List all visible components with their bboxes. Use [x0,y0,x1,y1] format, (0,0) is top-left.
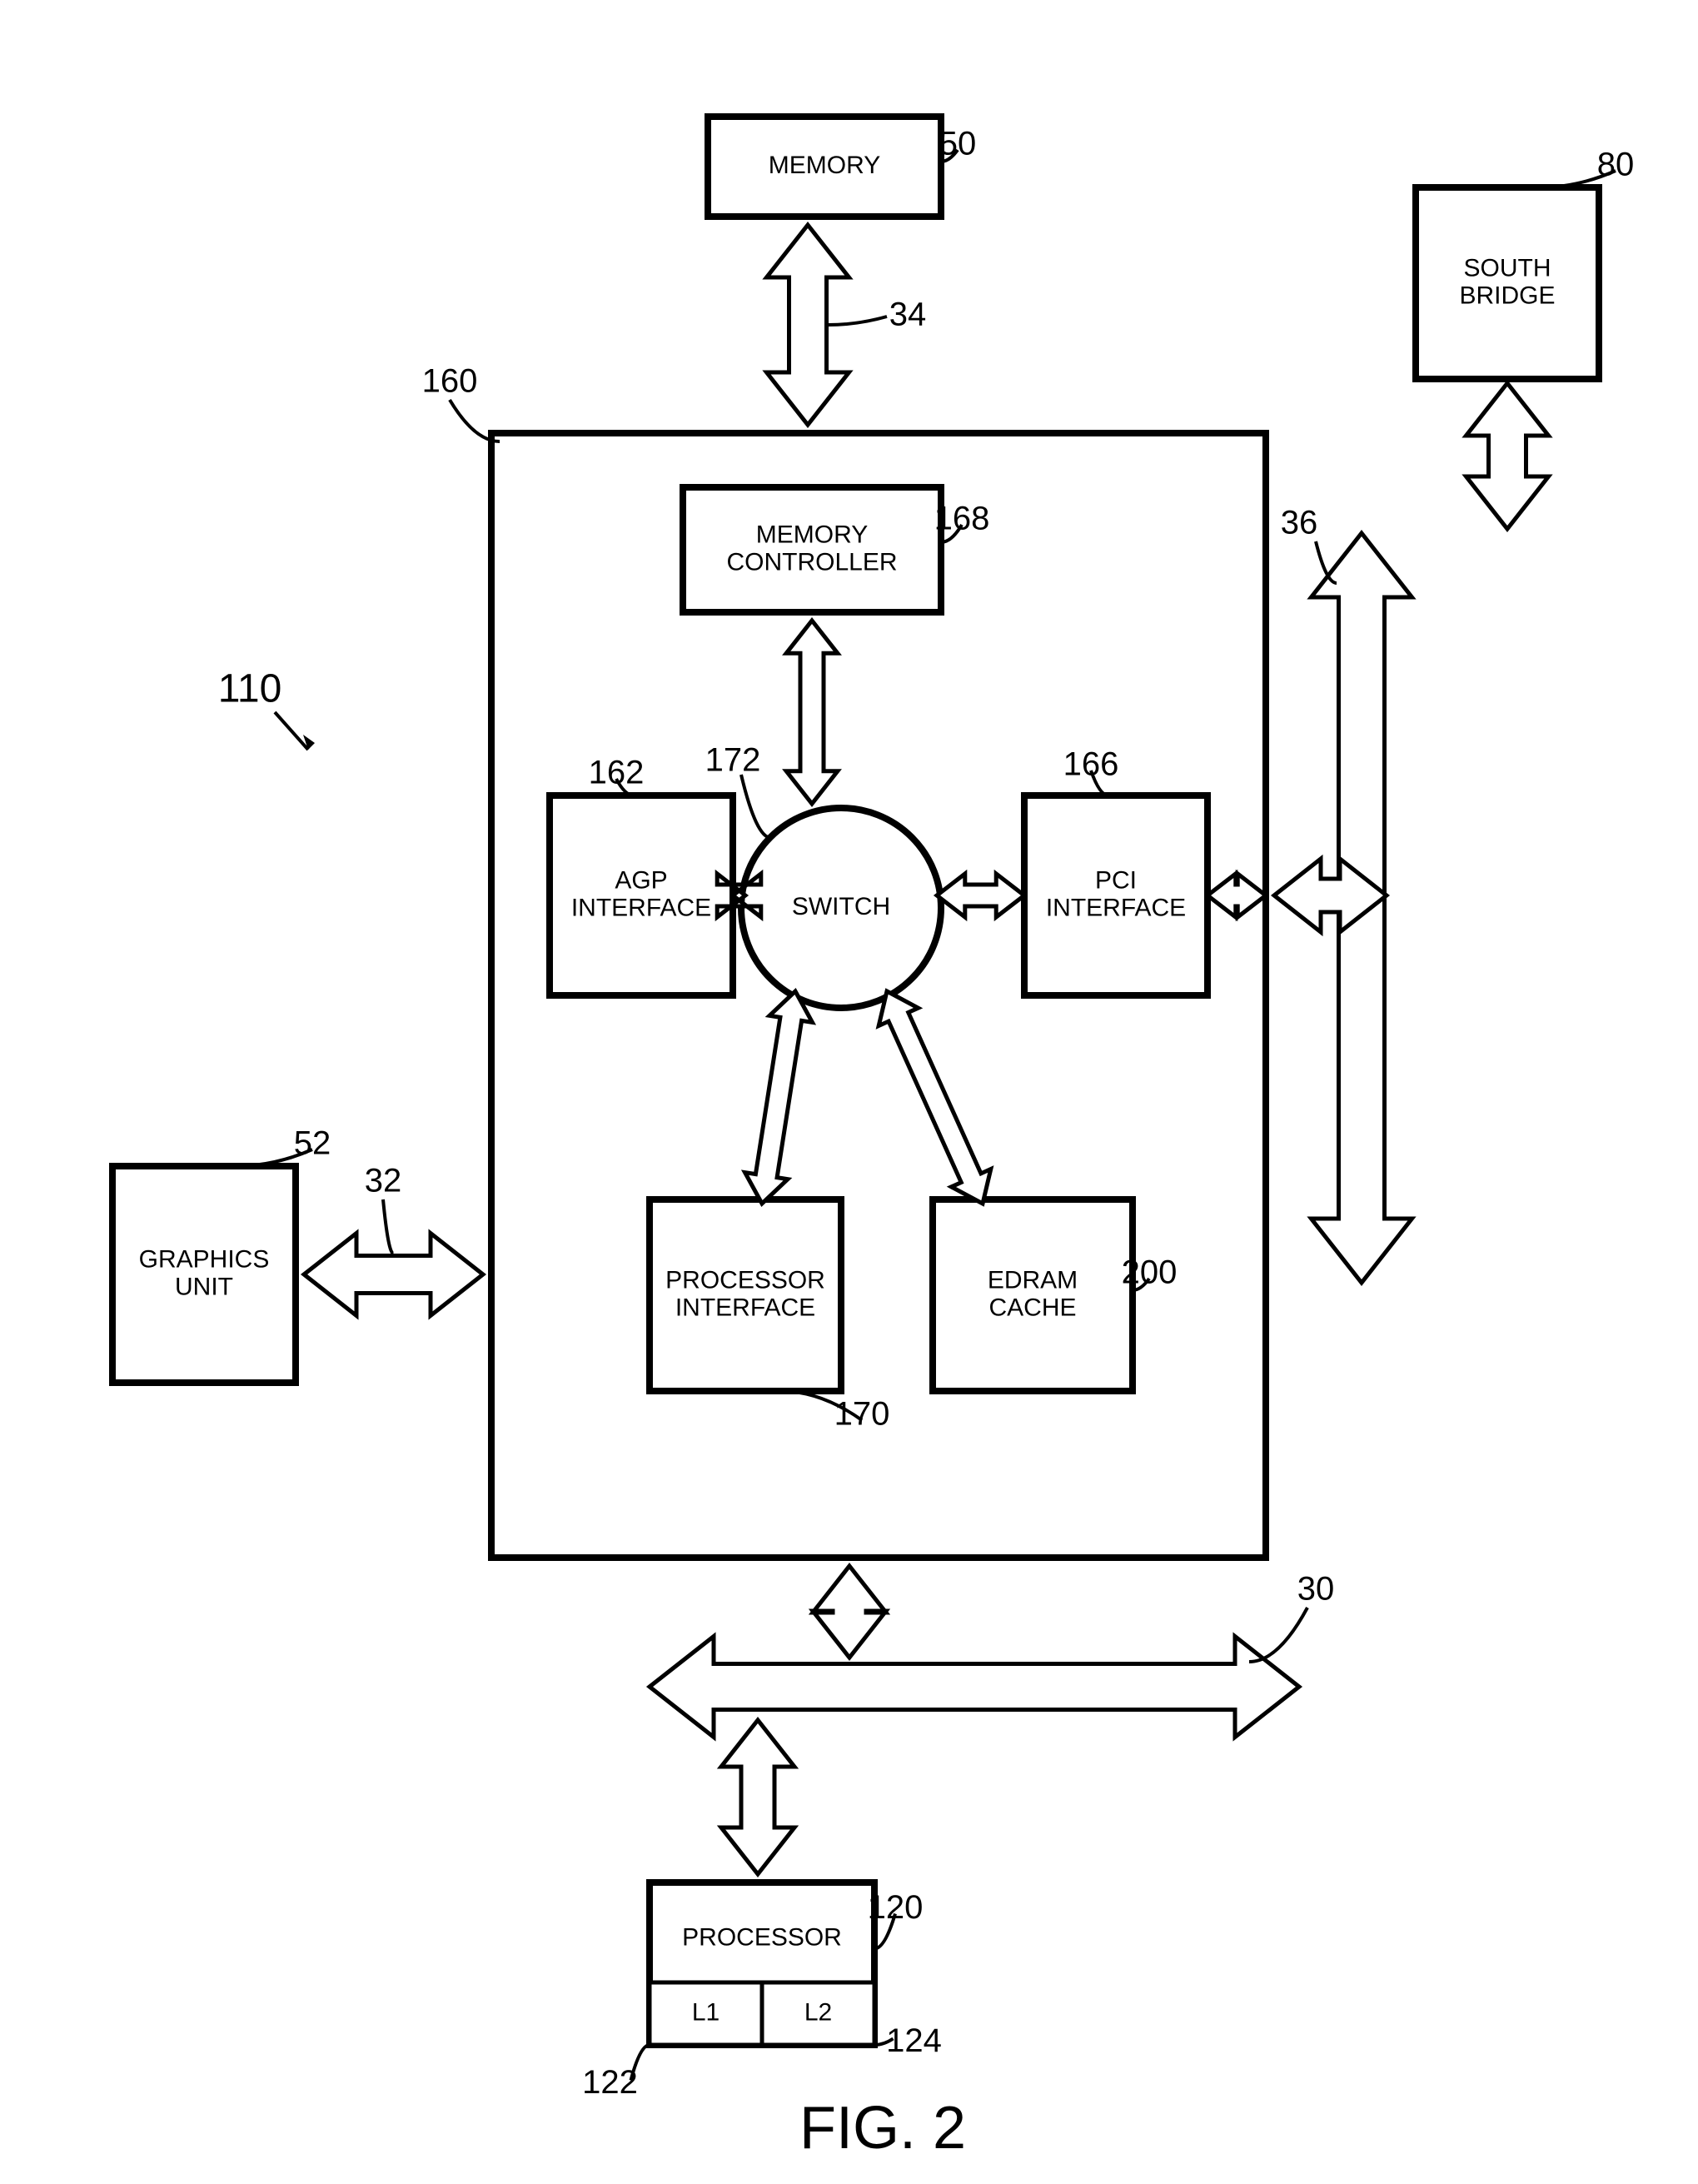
svg-text:172: 172 [705,742,761,779]
svg-text:168: 168 [934,501,990,537]
svg-text:50: 50 [939,126,977,162]
svg-text:MEMORY: MEMORY [769,152,880,179]
svg-text:L1: L1 [692,1998,720,2026]
svg-text:INTERFACE: INTERFACE [675,1294,815,1321]
svg-text:34: 34 [889,297,927,333]
svg-text:PROCESSOR: PROCESSOR [665,1266,825,1294]
svg-text:124: 124 [886,2022,942,2059]
svg-text:UNIT: UNIT [175,1273,233,1300]
svg-text:CACHE: CACHE [988,1294,1076,1321]
svg-text:30: 30 [1297,1571,1335,1608]
svg-text:INTERFACE: INTERFACE [571,894,711,921]
svg-text:PROCESSOR: PROCESSOR [682,1923,842,1951]
svg-text:GRAPHICS: GRAPHICS [139,1245,270,1273]
svg-text:52: 52 [294,1125,331,1162]
svg-text:BRIDGE: BRIDGE [1459,282,1555,309]
svg-text:162: 162 [589,755,645,791]
svg-text:EDRAM: EDRAM [988,1266,1078,1294]
svg-text:110: 110 [218,667,282,711]
svg-text:36: 36 [1281,505,1318,541]
svg-text:PCI: PCI [1095,866,1137,894]
svg-text:120: 120 [868,1889,924,1926]
svg-text:SOUTH: SOUTH [1464,254,1551,282]
svg-text:CONTROLLER: CONTROLLER [726,548,897,576]
svg-text:122: 122 [582,2064,638,2101]
svg-text:170: 170 [834,1396,890,1433]
svg-text:MEMORY: MEMORY [756,521,868,548]
svg-text:80: 80 [1597,147,1635,183]
svg-text:FIG. 2: FIG. 2 [799,2095,966,2162]
svg-text:AGP: AGP [615,866,667,894]
svg-text:160: 160 [422,363,478,400]
svg-text:SWITCH: SWITCH [792,893,890,920]
svg-text:L2: L2 [804,1998,832,2026]
svg-text:166: 166 [1063,746,1119,783]
svg-text:32: 32 [365,1163,402,1199]
svg-text:INTERFACE: INTERFACE [1046,894,1186,921]
svg-text:200: 200 [1122,1254,1178,1291]
